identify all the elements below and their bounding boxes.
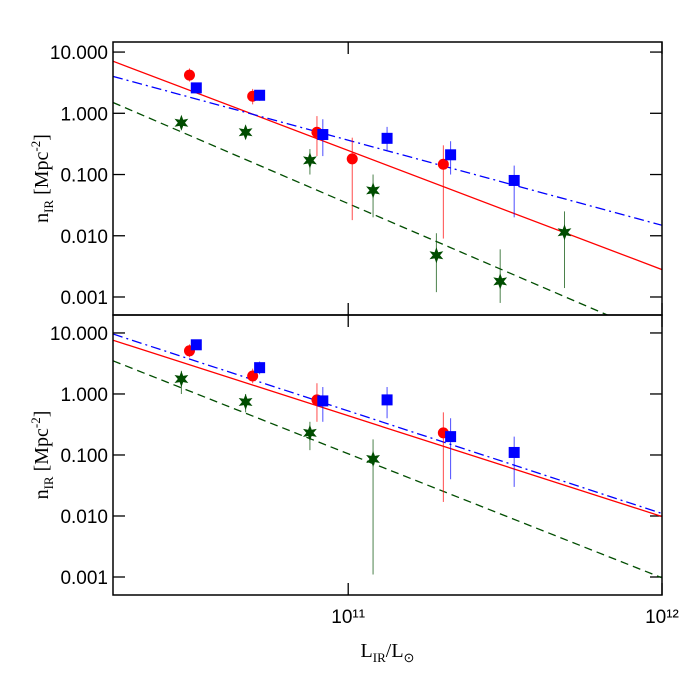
y-tick-label: 0.001 xyxy=(60,288,108,309)
y-axis-label-part: ] xyxy=(31,411,53,418)
marker xyxy=(174,371,189,387)
marker xyxy=(346,153,358,165)
marker xyxy=(174,114,189,131)
marker xyxy=(445,431,457,443)
x-axis-label-part: IR xyxy=(373,650,386,665)
fit-line xyxy=(113,60,662,271)
y-axis-label-part: ] xyxy=(31,134,53,141)
y-tick-label: 1.000 xyxy=(60,104,108,125)
y-axis-label-part: -2 xyxy=(28,141,43,152)
y-axis-label: nIR [Mpc-2] xyxy=(28,134,56,223)
marker xyxy=(183,69,195,81)
y-tick-label: 10.000 xyxy=(50,43,108,64)
y-axis-label-part: IR xyxy=(41,476,56,489)
marker xyxy=(317,395,329,407)
x-axis-label-part: /L xyxy=(386,640,404,662)
y-axis-label-part: n xyxy=(31,489,53,499)
y-axis-label-part: IR xyxy=(41,200,56,213)
x-tick-label: 10¹¹ xyxy=(331,607,365,628)
fit-line xyxy=(113,339,662,518)
y-axis-label: nIR [Mpc-2] xyxy=(28,411,56,500)
marker xyxy=(238,124,253,141)
y-axis-label-part: n xyxy=(31,213,53,223)
y-tick-label: 0.100 xyxy=(60,166,108,187)
marker xyxy=(303,152,317,169)
axes-frame xyxy=(112,314,663,596)
marker xyxy=(366,451,380,467)
y-tick-label: 0.010 xyxy=(60,507,108,528)
marker xyxy=(381,132,393,144)
x-axis-label-part: L xyxy=(361,640,373,662)
marker xyxy=(254,89,266,101)
y-axis-label-part: [Mpc xyxy=(31,428,53,476)
marker xyxy=(381,394,393,406)
fit-line xyxy=(113,75,662,226)
y-tick-label: 0.001 xyxy=(60,568,108,589)
marker xyxy=(437,158,449,170)
y-tick-label: 1.000 xyxy=(60,385,108,406)
marker xyxy=(493,273,508,290)
plot-area xyxy=(113,333,662,579)
x-axis-label: LIR/L⊙ xyxy=(361,640,415,665)
marker xyxy=(508,174,520,186)
marker xyxy=(190,82,202,94)
x-axis-label-part: ⊙ xyxy=(404,650,415,665)
fit-line xyxy=(113,333,662,515)
marker xyxy=(366,182,380,199)
marker xyxy=(238,394,253,410)
fit-line xyxy=(113,101,609,315)
marker xyxy=(247,370,259,382)
y-axis-label-part: [Mpc xyxy=(31,151,53,199)
y-axis-label-part: -2 xyxy=(28,417,43,428)
marker xyxy=(317,129,329,141)
plot-area xyxy=(113,60,662,315)
fit-line xyxy=(113,360,662,579)
marker xyxy=(254,362,266,374)
marker xyxy=(557,224,572,241)
x-tick-label: 10¹² xyxy=(645,607,679,628)
marker xyxy=(190,339,202,351)
y-tick-label: 0.010 xyxy=(60,227,108,248)
y-tick-label: 0.100 xyxy=(60,446,108,467)
y-tick-label: 10.000 xyxy=(50,324,108,345)
marker xyxy=(429,247,444,264)
marker xyxy=(445,149,457,161)
marker xyxy=(303,424,317,441)
marker xyxy=(508,446,520,458)
